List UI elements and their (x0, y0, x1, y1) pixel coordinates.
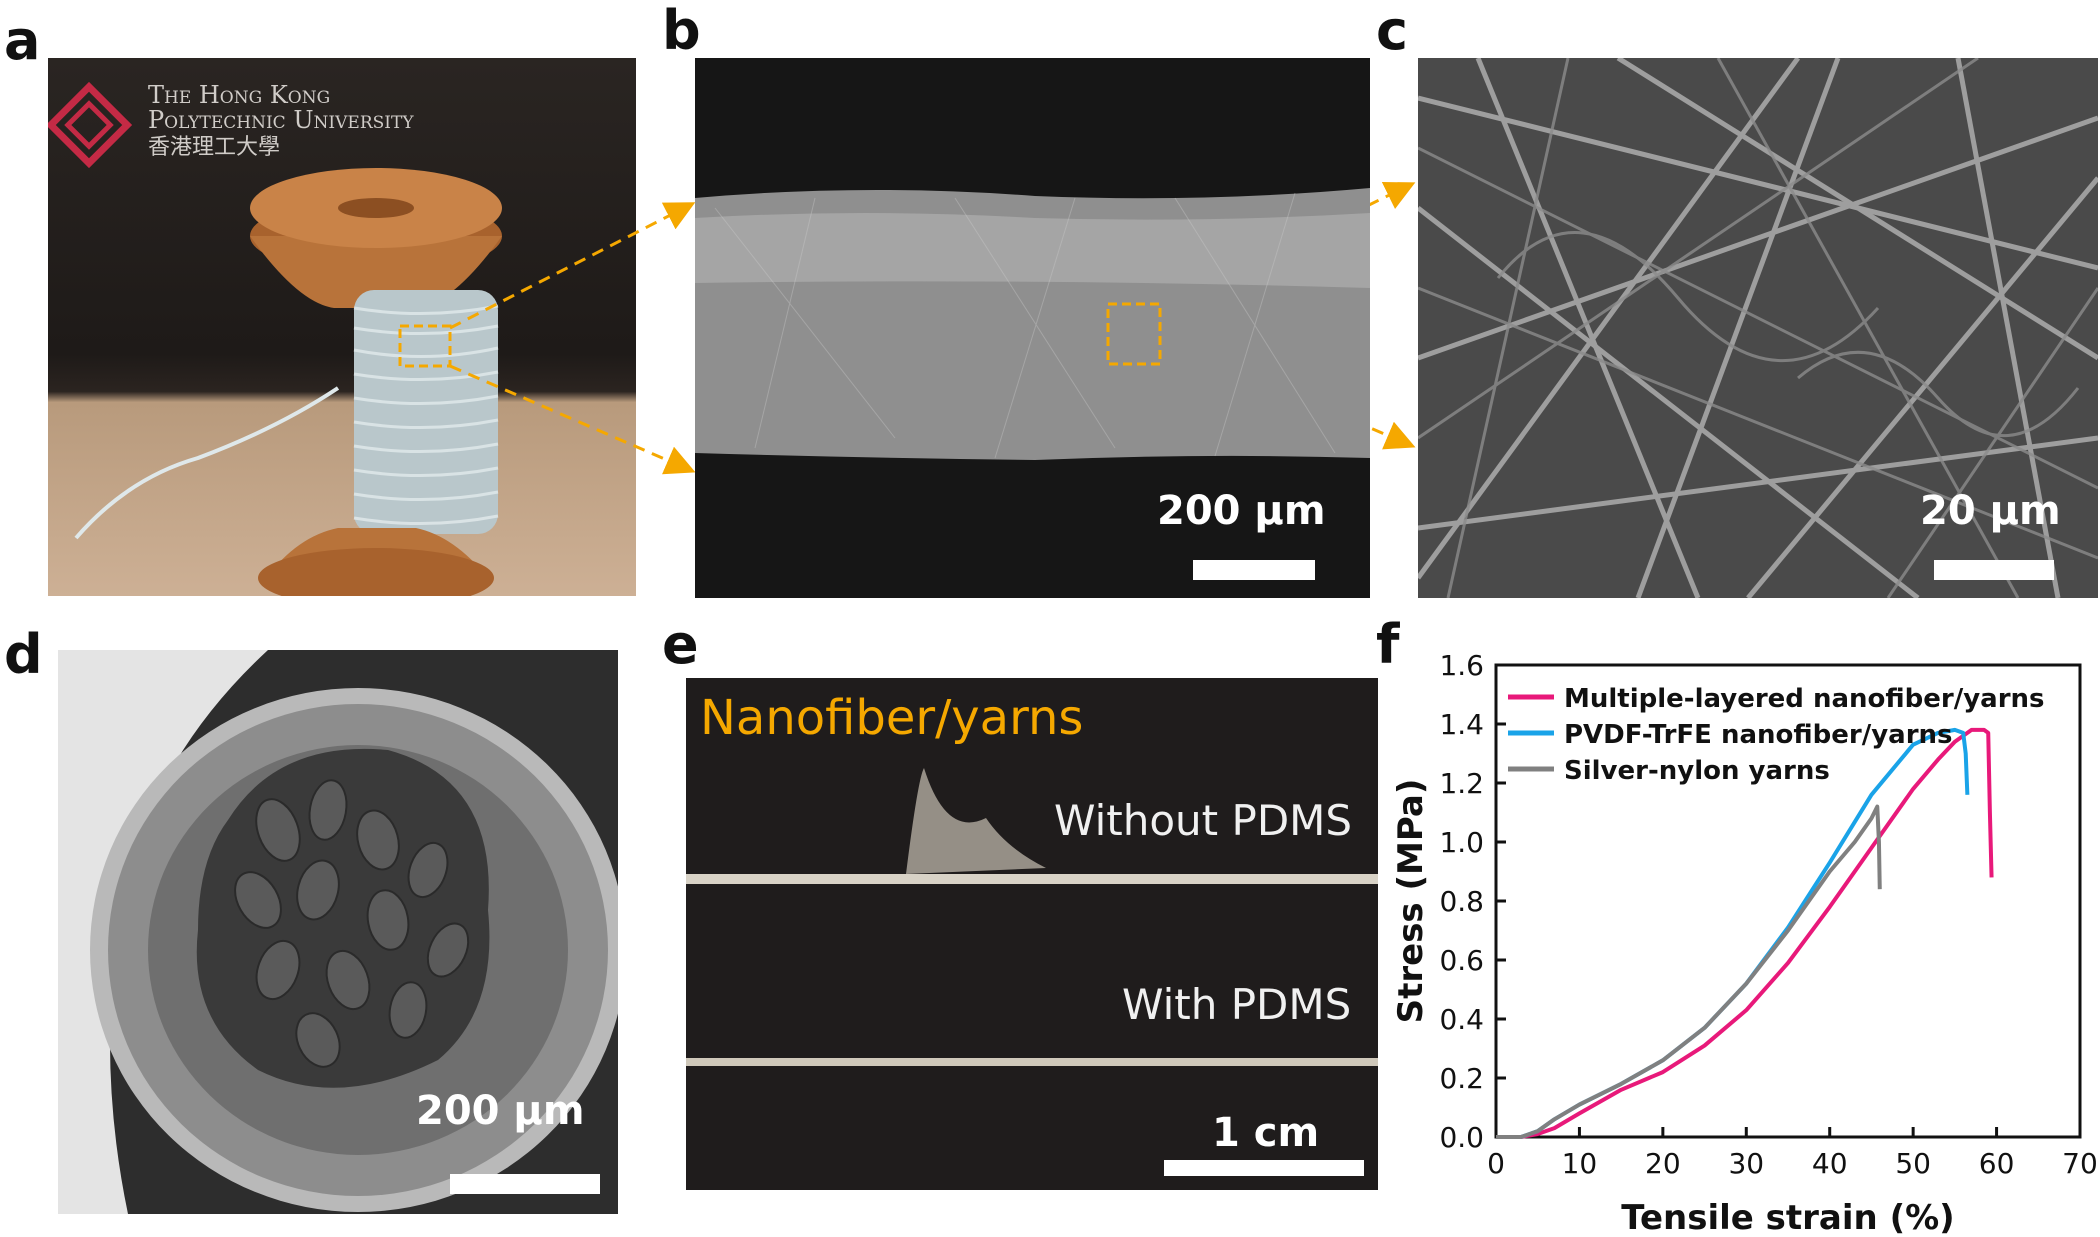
panel-label-e: e (662, 613, 699, 676)
y-tick-label: 1.0 (1439, 826, 1484, 859)
x-tick-label: 10 (1562, 1147, 1598, 1180)
x-tick-label: 60 (1979, 1147, 2015, 1180)
y-tick-label: 0.2 (1439, 1062, 1484, 1095)
sem-nanofiber-image: 20 µm (1418, 58, 2098, 598)
legend-label-2: PVDF-TrFE nanofiber/yarns (1564, 720, 1953, 750)
panel-label-a: a (4, 9, 41, 72)
logo-line-1: The Hong Kong (148, 81, 330, 109)
sem-yarn-image: 200 µm (695, 58, 1370, 598)
y-tick-label: 0.4 (1439, 1003, 1484, 1036)
panel-label-d: d (4, 623, 43, 686)
y-axis-label: Stress (MPa) (1391, 779, 1431, 1024)
x-tick-label: 50 (1895, 1147, 1931, 1180)
y-tick-label: 0.0 (1439, 1121, 1484, 1154)
series-line-2 (1496, 727, 1970, 1139)
spool-photo: The Hong Kong Polytechnic University 香港理… (48, 58, 636, 596)
x-axis-label: Tensile strain (%) (1621, 1198, 1954, 1237)
scale-bar-c (1934, 560, 2054, 580)
x-tick-label: 30 (1728, 1147, 1764, 1180)
y-tick-label: 1.2 (1439, 767, 1484, 800)
logo-line-2: Polytechnic University (148, 106, 414, 134)
scale-bar-e (1164, 1160, 1364, 1176)
y-tick-label: 1.4 (1439, 708, 1484, 741)
scale-bar-b (1193, 560, 1315, 580)
yarns-photo-title: Nanofiber/yarns (700, 690, 1084, 746)
university-logo-icon (48, 81, 133, 169)
series-line-3 (1496, 804, 1882, 1139)
stress-strain-chart: 0 10 20 30 40 50 60 70 0.0 0.2 0.4 0.6 0.8 1.0 1.2 1.4 1… (1391, 649, 2098, 1237)
yarns-photo: Nanofiber/yarns Without PDMS With PDMS 1… (686, 678, 1378, 1190)
sem-cross-section-image: 200 µm (58, 650, 618, 1214)
scale-label-d: 200 µm (416, 1088, 585, 1134)
legend-label-1: Multiple-layered nanofiber/yarns (1564, 684, 2045, 714)
x-tick-label: 70 (2062, 1147, 2098, 1180)
legend-label-3: Silver-nylon yarns (1564, 756, 1830, 786)
series-line-1 (1496, 727, 1994, 1139)
scale-label-e: 1 cm (1212, 1110, 1320, 1156)
y-tick-label: 0.8 (1439, 885, 1484, 918)
x-tick-label: 0 (1487, 1147, 1505, 1180)
scale-label-b: 200 µm (1157, 488, 1326, 534)
x-tick-label: 20 (1645, 1147, 1681, 1180)
panel-label-c: c (1376, 0, 1409, 62)
scale-bar-d (450, 1174, 600, 1194)
y-tick-label: 1.6 (1439, 649, 1484, 682)
logo-line-3: 香港理工大學 (148, 135, 280, 160)
panel-label-b: b (662, 0, 701, 62)
label-with-pdms: With PDMS (1122, 980, 1352, 1029)
panel-label-f: f (1376, 613, 1400, 676)
y-tick-label: 0.6 (1439, 944, 1484, 977)
scale-label-c: 20 µm (1920, 488, 2061, 534)
x-tick-label: 40 (1812, 1147, 1848, 1180)
label-without-pdms: Without PDMS (1054, 796, 1353, 845)
